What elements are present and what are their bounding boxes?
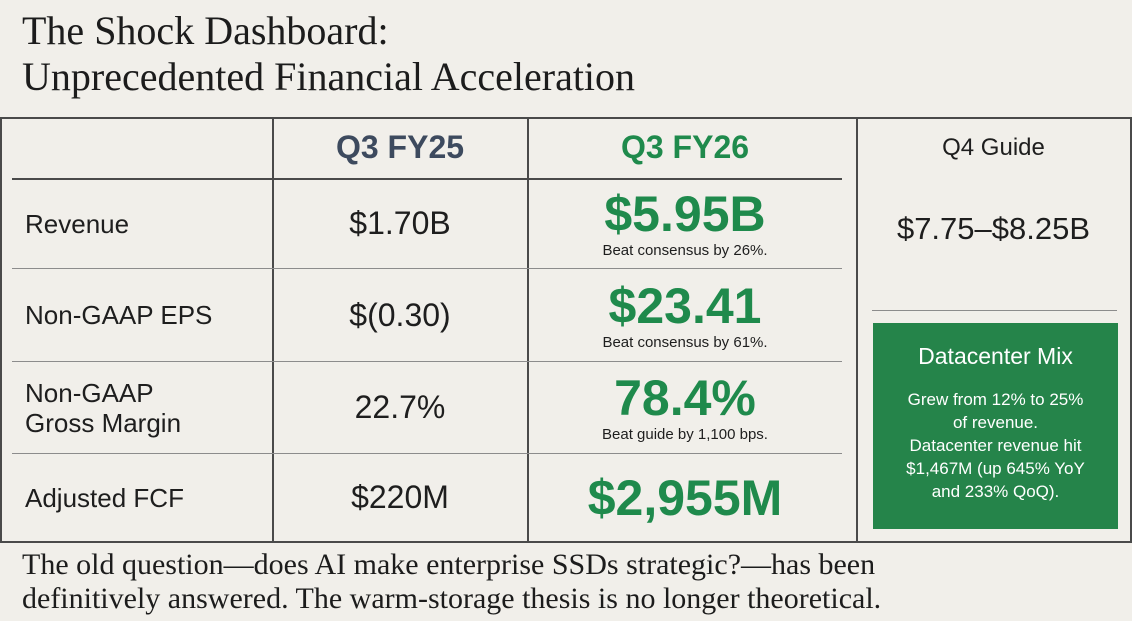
column-divider-3 xyxy=(856,117,858,541)
footer-line-2: definitively answered. The warm-storage … xyxy=(22,582,882,615)
revenue-q3fy25: $1.70B xyxy=(273,179,527,268)
column-header-q4guide: Q4 Guide xyxy=(857,117,1130,178)
page-title-line-2: Unprecedented Financial Acceleration xyxy=(22,54,636,99)
revenue-beat-note: Beat consensus by 26%. xyxy=(602,242,768,259)
revenue-q3fy26: $5.95B Beat consensus by 26%. xyxy=(528,179,842,268)
row-label-revenue-text: Revenue xyxy=(25,208,130,239)
eps-q3fy26-value: $23.41 xyxy=(608,277,762,334)
guide-separator xyxy=(872,310,1117,311)
gross-margin-beat-note: Beat guide by 1,100 bps. xyxy=(602,426,768,443)
row-label-eps-text: Non-GAAP EPS xyxy=(25,300,213,330)
q4-guide-value-text: $7.75–$8.25B xyxy=(896,211,1091,246)
column-divider-2 xyxy=(527,117,529,541)
page-title-line-1: The Shock Dashboard: xyxy=(22,8,389,53)
column-header-q3fy26: Q3 FY26 xyxy=(528,117,842,178)
column-header-q3fy25-text: Q3 FY25 xyxy=(335,129,465,165)
right-edge xyxy=(1130,117,1132,541)
fcf-q3fy26-value: $2,955M xyxy=(587,469,783,526)
footer-line-1: The old question—does AI make enterprise… xyxy=(22,548,876,581)
datacenter-mix-line: $1,467M (up 645% YoY xyxy=(906,459,1085,478)
row-separator-3 xyxy=(12,453,842,454)
table-top-border xyxy=(0,117,1132,119)
row-label-fcf: Adjusted FCF xyxy=(25,454,184,541)
datacenter-mix-line: Datacenter revenue hit xyxy=(909,436,1082,455)
gross-margin-q3fy26-value: 78.4% xyxy=(614,370,756,426)
revenue-q3fy25-value: $1.70B xyxy=(349,205,451,241)
column-header-q4guide-text: Q4 Guide xyxy=(942,133,1045,161)
row-label-gross-margin-line-2: Gross Margin xyxy=(25,407,182,438)
header-separator xyxy=(12,178,842,180)
row-label-revenue: Revenue xyxy=(25,179,129,268)
eps-q3fy25-value: $(0.30) xyxy=(349,296,451,333)
gross-margin-q3fy25: 22.7% xyxy=(273,362,527,453)
fcf-q3fy26: $2,955M xyxy=(528,454,842,541)
eps-q3fy26: $23.41 Beat consensus by 61%. xyxy=(528,269,842,361)
gross-margin-q3fy26: 78.4% Beat guide by 1,100 bps. xyxy=(528,362,842,453)
row-label-fcf-text: Adjusted FCF xyxy=(25,482,184,513)
datacenter-mix-line: of revenue. xyxy=(952,413,1039,432)
datacenter-mix-title: Datacenter Mix xyxy=(918,343,1073,369)
q4-guide-value: $7.75–$8.25B xyxy=(857,179,1130,279)
fcf-q3fy25-value: $220M xyxy=(351,479,449,515)
datacenter-mix-text: Grew from 12% to 25% of revenue. Datacen… xyxy=(873,388,1118,503)
row-label-gross-margin: Non-GAAP Gross Margin xyxy=(25,362,181,453)
eps-beat-note: Beat consensus by 61%. xyxy=(602,333,768,351)
row-label-gross-margin-line-1: Non-GAAP xyxy=(25,377,154,408)
page-title: The Shock Dashboard: Unprecedented Finan… xyxy=(22,8,635,100)
row-separator-1 xyxy=(12,268,842,269)
row-label-eps: Non-GAAP EPS xyxy=(25,269,212,361)
column-header-q3fy26-text: Q3 FY26 xyxy=(620,129,750,165)
row-separator-2 xyxy=(12,361,842,362)
gross-margin-q3fy25-value: 22.7% xyxy=(354,389,446,425)
datacenter-mix-callout: Datacenter Mix Grew from 12% to 25% of r… xyxy=(873,323,1118,529)
datacenter-mix-line: and 233% QoQ). xyxy=(931,482,1060,501)
column-header-q3fy25: Q3 FY25 xyxy=(273,117,527,178)
eps-q3fy25: $(0.30) xyxy=(273,269,527,361)
footer-commentary: The old question—does AI make enterprise… xyxy=(22,548,881,616)
table-bottom-border xyxy=(0,541,1132,543)
datacenter-mix-line: Grew from 12% to 25% xyxy=(907,390,1084,409)
left-edge xyxy=(0,117,2,541)
column-divider-1 xyxy=(272,117,274,541)
fcf-q3fy25: $220M xyxy=(273,454,527,541)
revenue-q3fy26-value: $5.95B xyxy=(604,186,766,242)
